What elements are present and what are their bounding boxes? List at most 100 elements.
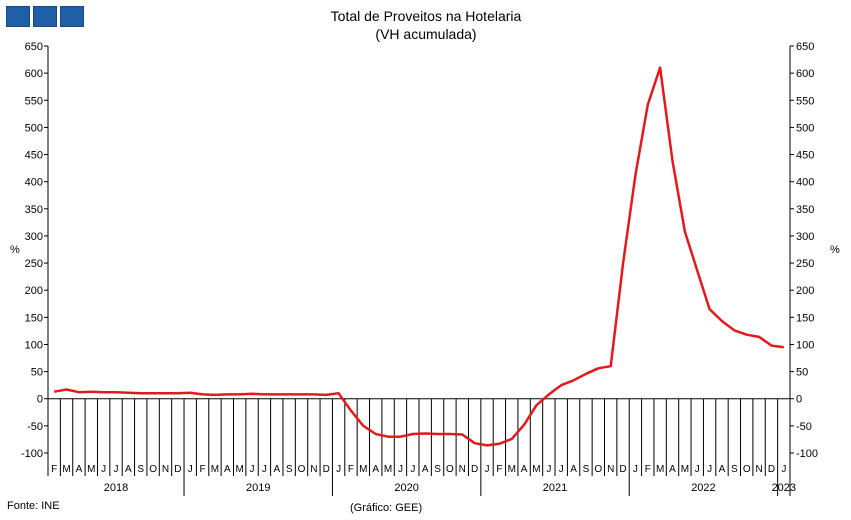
y-tick-label-left: -100: [21, 448, 43, 460]
data-point: [548, 394, 549, 395]
y-tick-label-left: -50: [27, 421, 43, 433]
y-tick-label-left: 350: [25, 204, 43, 216]
data-point: [746, 334, 747, 335]
x-month-label: M: [87, 464, 95, 475]
x-month-label: J: [485, 464, 490, 475]
data-point: [165, 393, 166, 394]
data-point: [103, 392, 104, 393]
data-point: [771, 345, 772, 346]
data-point: [91, 391, 92, 392]
x-year-label: 2021: [543, 482, 567, 494]
data-point: [128, 392, 129, 393]
y-tick-label-right: 650: [796, 41, 814, 53]
data-point: [301, 394, 302, 395]
data-point: [388, 436, 389, 437]
y-tick-label-left: 150: [25, 312, 43, 324]
logo-block: [6, 6, 30, 27]
x-month-label: O: [743, 464, 751, 475]
y-tick-label-left: 0: [37, 394, 43, 406]
data-point: [375, 434, 376, 435]
data-point: [214, 394, 215, 395]
y-tick-label-right: 250: [796, 258, 814, 270]
data-point: [239, 394, 240, 395]
data-point: [462, 434, 463, 435]
data-point: [425, 433, 426, 434]
x-month-label: F: [645, 464, 651, 475]
data-point: [66, 389, 67, 390]
x-month-label: J: [250, 464, 255, 475]
data-point: [635, 175, 636, 176]
x-year-label: 2020: [394, 482, 418, 494]
y-tick-label-left: 550: [25, 95, 43, 107]
y-tick-label-left: 500: [25, 122, 43, 134]
y-tick-label-right: -50: [796, 421, 812, 433]
x-month-label: M: [384, 464, 392, 475]
data-point: [177, 393, 178, 394]
x-month-label: J: [336, 464, 341, 475]
x-month-label: A: [273, 464, 280, 475]
data-point: [511, 438, 512, 439]
y-tick-label-right: 500: [796, 122, 814, 134]
series-line: [53, 66, 784, 447]
x-month-label: J: [410, 464, 415, 475]
data-point: [78, 392, 79, 393]
y-tick-label-left: 450: [25, 150, 43, 162]
x-month-label: A: [76, 464, 83, 475]
logo: [6, 6, 84, 27]
data-point: [598, 368, 599, 369]
y-tick-label-left: 50: [31, 367, 43, 379]
x-month-label: N: [607, 464, 614, 475]
x-month-label: O: [149, 464, 157, 475]
x-month-label: J: [559, 464, 564, 475]
logo-block: [60, 6, 84, 27]
data-point: [437, 434, 438, 435]
x-month-label: J: [633, 464, 638, 475]
y-tick-label-right: 450: [796, 150, 814, 162]
x-month-label: F: [496, 464, 502, 475]
y-tick-label-right: 400: [796, 177, 814, 189]
x-month-label: A: [422, 464, 429, 475]
y-tick-label-right: 300: [796, 231, 814, 243]
y-tick-label-right: 550: [796, 95, 814, 107]
y-tick-label-left: 400: [25, 177, 43, 189]
data-point: [721, 321, 722, 322]
y-tick-label-right: 0: [796, 394, 802, 406]
data-point: [672, 161, 673, 162]
data-point: [573, 380, 574, 381]
y-axis-label-left: %: [10, 244, 20, 256]
x-month-label: S: [434, 464, 441, 475]
x-month-label: M: [236, 464, 244, 475]
data-point: [684, 231, 685, 232]
x-month-label: M: [359, 464, 367, 475]
data-point: [153, 393, 154, 394]
data-point: [536, 405, 537, 406]
data-point: [326, 394, 327, 395]
x-month-label: J: [262, 464, 267, 475]
x-month-label: D: [768, 464, 775, 475]
y-tick-label-right: 50: [796, 367, 808, 379]
x-month-label: N: [162, 464, 169, 475]
x-month-label: A: [125, 464, 132, 475]
logo-block: [33, 6, 57, 27]
x-month-label: A: [669, 464, 676, 475]
x-month-label: O: [298, 464, 306, 475]
x-month-label: J: [695, 464, 700, 475]
x-month-label: D: [471, 464, 478, 475]
data-point: [313, 394, 314, 395]
y-tick-label-right: 600: [796, 68, 814, 80]
y-tick-label-right: 200: [796, 285, 814, 297]
y-axis-label-right: %: [830, 244, 840, 256]
data-point: [697, 270, 698, 271]
y-tick-label-left: 100: [25, 339, 43, 351]
chart-title: Total de Proveitos na Hotelaria: [331, 8, 522, 24]
x-month-label: J: [114, 464, 119, 475]
data-point: [363, 425, 364, 426]
x-month-label: N: [459, 464, 466, 475]
data-point: [140, 393, 141, 394]
data-point: [190, 392, 191, 393]
y-tick-label-left: 600: [25, 68, 43, 80]
x-month-label: F: [200, 464, 206, 475]
x-month-label: N: [310, 464, 317, 475]
y-tick-label-right: 100: [796, 339, 814, 351]
x-month-label: F: [51, 464, 57, 475]
